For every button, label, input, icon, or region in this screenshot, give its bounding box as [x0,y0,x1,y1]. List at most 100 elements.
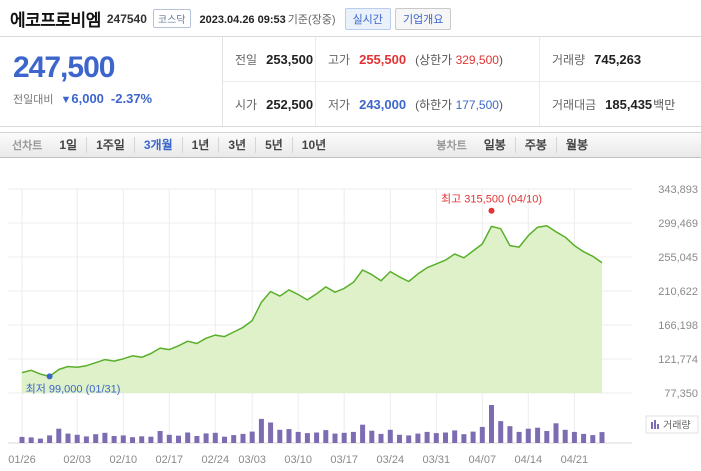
volume-bar [369,430,375,443]
volume-bar [562,429,568,443]
x-axis-label: 02/17 [156,454,184,466]
tab-3y[interactable]: 3년 [218,137,255,153]
tab-5y[interactable]: 5년 [255,137,292,153]
x-axis-label: 02/10 [110,454,138,466]
volume-bar [461,434,467,443]
x-axis-label: 03/24 [377,454,405,466]
volume-bar [544,431,550,443]
x-axis-label: 03/17 [330,454,358,466]
x-axis-label: 01/26 [8,454,36,466]
price-change-row: 전일대비 ▼6,000 -2.37% [13,91,222,107]
volume-bar [498,421,504,443]
current-price-block: 247,500 전일대비 ▼6,000 -2.37% [0,37,222,126]
prev-close-label: 전일 [235,52,258,67]
tab-10y[interactable]: 10년 [291,137,335,153]
open-cell: 시가 252,500 [223,82,315,126]
volume-bar [185,432,191,443]
volume-bar [47,435,53,443]
x-axis-label: 02/24 [202,454,230,466]
volume-bar [350,431,356,443]
volume-bar [424,431,430,443]
change-percent: -2.37% [110,90,153,106]
price-panel: 247,500 전일대비 ▼6,000 -2.37% 전일 253,500 고가… [0,36,701,127]
candle-chart-group-label: 봉차트 [436,140,467,152]
volume-bar [74,434,80,443]
volume-legend: 거래량 [645,415,699,434]
volume-bar [452,430,458,443]
quote-datetime: 2023.04.26 09:53 기준(장중) [200,11,336,27]
volume-bar [599,432,605,443]
volume-bar [56,428,62,443]
quote-datetime-suffix: 기준(장중) [287,13,336,26]
y-axis-label: 121,774 [658,354,698,366]
volume-bar [139,436,145,443]
volume-bar [277,429,283,443]
volume-bar [148,436,154,443]
volume-bar [470,431,476,443]
realtime-button[interactable]: 실시간 [344,7,391,30]
header: 에코프로비엠 247540 코스닥 2023.04.26 09:53 기준(장중)… [0,0,701,33]
volume-bar [93,434,99,443]
volume-bar [443,432,448,443]
trade-value-label: 거래대금 [552,97,597,112]
volume-bar [258,418,264,443]
volume-bar [314,432,320,443]
volume-bar [268,422,274,443]
high-value: 255,500 [359,51,407,67]
line-chart-group-label: 선차트 [12,140,43,152]
volume-bar [102,432,108,443]
tab-1d[interactable]: 1일 [59,138,78,152]
upper-limit: (상한가 329,500) [415,52,503,67]
x-axis-label: 04/21 [561,454,589,466]
market-badge: 코스닥 [152,9,191,28]
volume-bar [479,426,485,443]
volume-bar [516,431,522,443]
open-label: 시가 [235,97,258,112]
volume-bar [120,435,126,443]
volume-bar [525,428,531,443]
tab-3m[interactable]: 3개월 [133,137,182,153]
trade-value-value: 185,435백만 [605,96,676,112]
min-price-dot [46,373,53,380]
high-cell: 고가 255,500 (상한가 329,500) [315,37,539,81]
volume-bar [489,405,494,443]
volume-bar [590,435,596,443]
chart-area: 01/26 02/03 02/10 02/17 02/24 03/03 03/10 03/17… [0,158,701,471]
lower-limit: (하한가 177,500) [415,97,503,112]
volume-bar [415,433,421,443]
volume-bar [222,436,227,443]
x-axis-label: 02/03 [63,454,91,466]
stock-code: 247540 [106,11,147,26]
volume-bar [295,431,301,443]
tab-daily[interactable]: 일봉 [483,138,506,152]
summary-row-2: 시가 252,500 저가 243,000 (하한가 177,500) 거래대금… [223,81,701,126]
tab-1w[interactable]: 1주일 [86,137,134,153]
price-area [22,225,602,393]
volume-bar [581,433,587,443]
stock-name: 에코프로비엠 [10,11,101,30]
summary-row-1: 전일 253,500 고가 255,500 (상한가 329,500) 거래량 … [223,37,701,81]
max-price-dot [488,207,495,214]
prev-close-value: 253,500 [266,51,314,67]
volume-bar [571,431,577,443]
company-overview-button[interactable]: 기업개요 [394,7,452,30]
volume-bar [323,430,329,443]
x-axis-label: 04/07 [469,454,497,466]
tab-weekly[interactable]: 주봉 [514,137,556,153]
volume-cell: 거래량 745,263 [539,37,701,81]
volume-bar [387,429,393,443]
tab-monthly[interactable]: 월봉 [555,137,597,153]
trade-value-unit: 백만 [653,97,676,112]
volume-bar [111,436,117,443]
y-axis-label: 299,469 [658,218,698,230]
volume-bar [507,426,513,443]
max-price-annotation: 최고 315,500 (04/10) [441,193,542,206]
volume-bar [19,436,25,443]
volume-bars-icon [654,420,656,429]
volume-bar [553,423,559,443]
tab-1y[interactable]: 1년 [181,137,219,153]
volume-legend-label: 거래량 [663,420,691,432]
volume-bar [176,435,181,443]
y-axis-label: 77,350 [664,388,698,400]
x-axis-label: 04/14 [515,454,543,466]
